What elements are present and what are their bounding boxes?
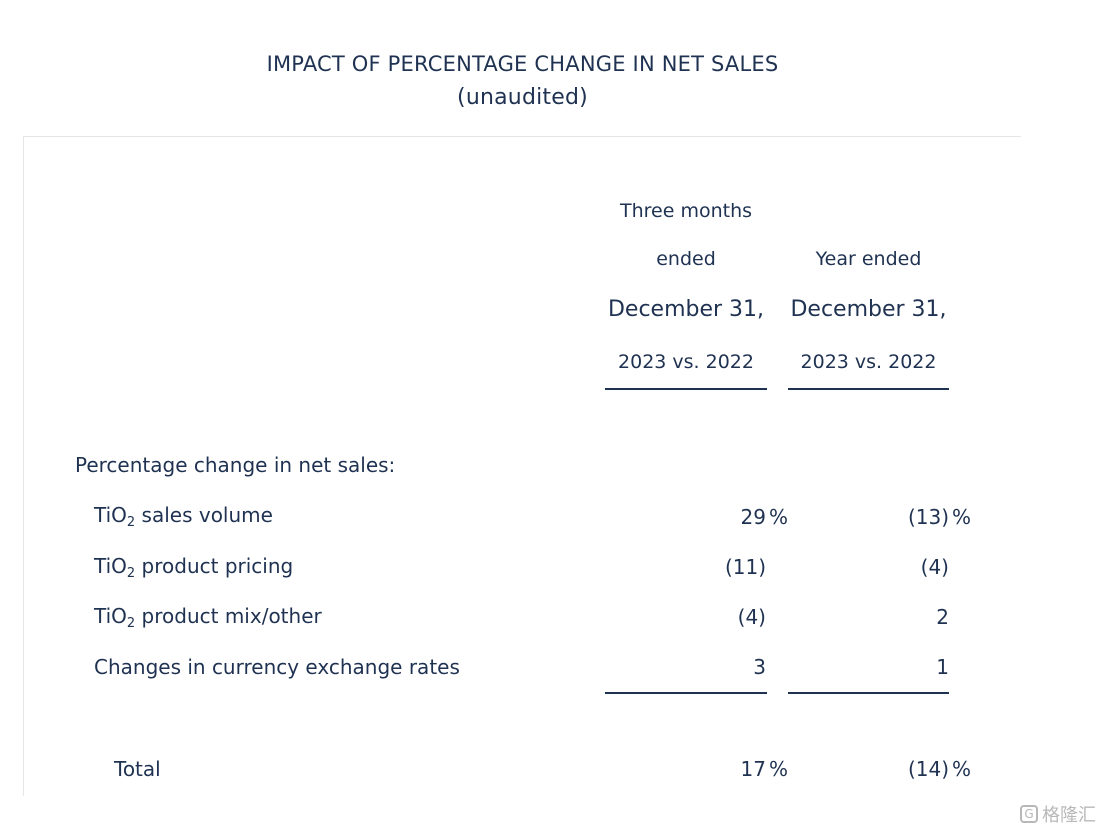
cell-year: (13)	[907, 505, 949, 529]
percent-sign: %	[769, 505, 789, 529]
percent-sign: %	[952, 505, 972, 529]
subtotal-rule	[788, 692, 949, 694]
page-title: IMPACT OF PERCENTAGE CHANGE IN NET SALES…	[0, 48, 1045, 114]
total-three-months: 17	[740, 757, 766, 781]
column-header-line: Three months	[619, 200, 753, 222]
cell-year: 1	[936, 655, 949, 679]
row-label-subscript: 2	[126, 616, 136, 631]
watermark: G 格隆汇	[1020, 801, 1096, 827]
row-label-subscript: 2	[126, 566, 136, 581]
row-label-text: TiO	[94, 554, 127, 578]
percent-sign: %	[952, 757, 972, 781]
total-label: Total	[114, 757, 161, 781]
table-frame-left-border	[23, 136, 24, 796]
column-header-line: Year ended	[815, 248, 922, 270]
row-label-text: product pricing	[135, 554, 294, 578]
cell-three-months: 29	[740, 505, 766, 529]
total-year: (14)	[907, 757, 949, 781]
column-header-line: ended	[656, 248, 716, 270]
row-label-product-mix: TiO2 product mix/other	[94, 604, 322, 631]
row-label-text: sales volume	[135, 503, 273, 527]
watermark-logo-icon: G	[1020, 805, 1038, 823]
column-header-three-months: Three months ended December 31, 2023 vs.…	[605, 198, 767, 388]
row-label-text: TiO	[94, 604, 127, 628]
cell-three-months: (4)	[737, 605, 766, 629]
cell-year: 2	[936, 605, 949, 629]
table-frame-top-border	[23, 136, 1021, 137]
row-label-text: TiO	[94, 503, 127, 527]
subtotal-rule	[605, 692, 767, 694]
section-label: Percentage change in net sales:	[75, 453, 396, 477]
column-header-year: Year ended December 31, 2023 vs. 2022	[788, 198, 949, 388]
percent-sign: %	[769, 757, 789, 781]
column-header-line: 2023 vs. 2022	[800, 351, 937, 373]
column-header-line: 2023 vs. 2022	[618, 351, 754, 373]
column-header-line: December 31,	[607, 297, 765, 322]
header-underline	[788, 388, 949, 390]
row-label-subscript: 2	[126, 515, 136, 530]
cell-year: (4)	[920, 555, 949, 579]
header-underline	[605, 388, 767, 390]
row-label-product-pricing: TiO2 product pricing	[94, 554, 293, 581]
title-line: IMPACT OF PERCENTAGE CHANGE IN NET SALES	[266, 52, 779, 76]
title-subtitle: (unaudited)	[457, 85, 588, 110]
cell-three-months: 3	[753, 655, 766, 679]
row-label-text: product mix/other	[135, 604, 322, 628]
row-label-sales-volume: TiO2 sales volume	[94, 503, 273, 530]
column-header-line: December 31,	[790, 297, 947, 322]
watermark-text: 格隆汇	[1042, 805, 1096, 826]
cell-three-months: (11)	[724, 555, 766, 579]
row-label-currency: Changes in currency exchange rates	[94, 655, 460, 679]
